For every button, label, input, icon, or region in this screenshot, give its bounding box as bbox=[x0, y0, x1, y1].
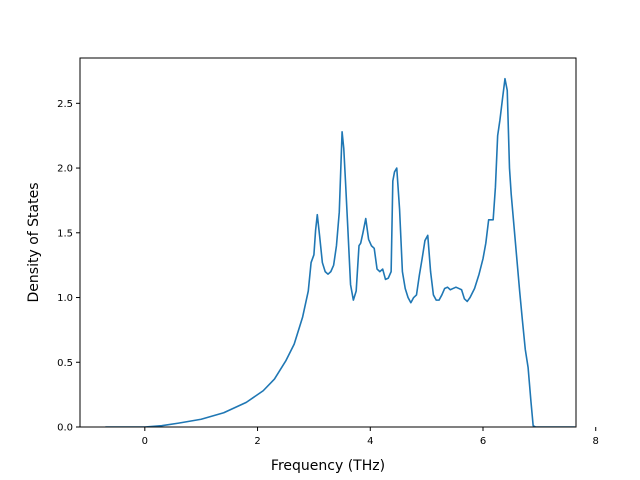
y-axis-ticks: 0.0 0.5 1.0 1.5 2.0 2.5 bbox=[57, 99, 80, 434]
y-tick-label: 2.0 bbox=[57, 164, 73, 175]
y-tick-label: 1.5 bbox=[57, 228, 73, 239]
y-tick-label: 0.5 bbox=[57, 358, 73, 369]
x-axis-label: Frequency (THz) bbox=[271, 458, 385, 474]
dos-series-line bbox=[105, 77, 575, 427]
plot-area bbox=[105, 77, 575, 427]
x-tick-label: 0 bbox=[142, 436, 148, 447]
y-tick-label: 1.0 bbox=[57, 293, 73, 304]
y-axis-label: Density of States bbox=[26, 183, 42, 303]
y-tick-label: 0.0 bbox=[57, 423, 73, 434]
x-tick-label: 6 bbox=[480, 436, 486, 447]
x-axis-ticks: 0 2 4 6 8 bbox=[142, 427, 599, 447]
x-tick-label: 4 bbox=[367, 436, 373, 447]
x-tick-label: 8 bbox=[593, 436, 599, 447]
x-tick-label: 2 bbox=[254, 436, 260, 447]
y-tick-label: 2.5 bbox=[57, 99, 73, 110]
axes-frame bbox=[79, 57, 577, 428]
